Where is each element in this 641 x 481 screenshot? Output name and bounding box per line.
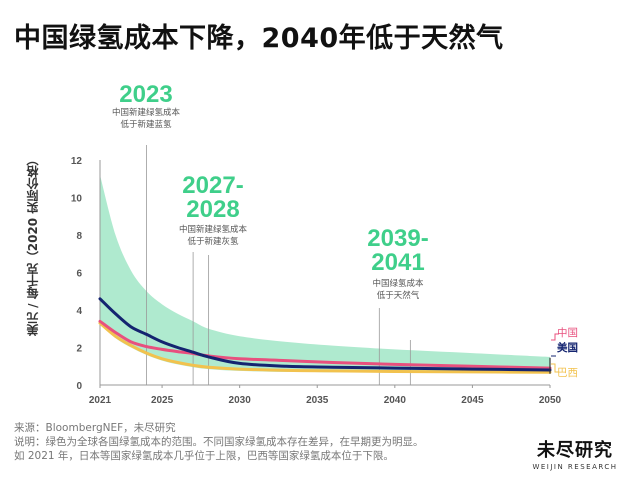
explanation-note: 说明：绿色为全球各国绿氢成本的范围。不同国家绿氢成本存在差异，在早期更为明显。 — [14, 436, 424, 448]
china-bracket — [551, 333, 559, 341]
annotation-text: 中国绿氢成本 — [372, 278, 424, 289]
y-tick-label: 0 — [76, 381, 82, 392]
annotation-text: 中国新建绿氢成本 — [112, 107, 181, 118]
footer: 来源：BloombergNEF，未尽研究 说明：绿色为全球各国绿氢成本的范围。不… — [14, 421, 424, 463]
annotation-year-label: 2028 — [186, 196, 239, 223]
x-tick-label: 2030 — [229, 395, 252, 406]
x-tick-label: 2025 — [151, 395, 174, 406]
explanation-note-2: 如 2021 年，日本等国家绿氢成本几乎位于上限，巴西等国家绿氢成本位于下限。 — [14, 450, 394, 462]
brazil-bracket — [551, 363, 559, 373]
logo: 未尽研究 WEIJIN RESEARCH — [520, 436, 630, 471]
y-tick-label: 10 — [71, 194, 83, 205]
series-label-0: 中国 — [557, 326, 578, 339]
y-tick-label: 2 — [76, 344, 82, 355]
x-tick-label: 2040 — [384, 395, 407, 406]
series-line-1 — [98, 297, 552, 372]
y-tick-label: 6 — [76, 269, 82, 280]
annotation-year-label: 2039- — [367, 225, 428, 252]
annotation-text: 低于天然气 — [377, 290, 420, 301]
x-tick-label: 2021 — [89, 395, 112, 406]
logo-sub: WEIJIN RESEARCH — [532, 463, 618, 471]
x-tick-label: 2045 — [461, 395, 484, 406]
y-tick-label: 4 — [76, 306, 82, 317]
logo-main: 未尽研究 — [537, 440, 613, 461]
series-line-2 — [98, 321, 552, 374]
chart-title: 中国绿氢成本下降，2040年低于天然气 — [14, 23, 504, 54]
annotation-year-label: 2027- — [182, 172, 243, 199]
y-tick-label: 8 — [76, 231, 82, 242]
source-note: 来源：BloombergNEF，未尽研究 — [14, 422, 176, 434]
annotation-year-label: 2041 — [371, 249, 424, 276]
annotation-year-label: 2023 — [119, 81, 172, 108]
series-label-1: 美国 — [557, 341, 578, 354]
annotation-text: 低于新建蓝氢 — [120, 119, 172, 130]
x-tick-label: 2035 — [306, 395, 329, 406]
annotation-text: 中国新建绿氢成本 — [179, 224, 248, 235]
annotation-text: 低于新建灰氢 — [187, 236, 239, 247]
y-tick-label: 12 — [71, 156, 83, 167]
series-label-2: 巴西 — [557, 367, 578, 379]
x-tick-label: 2050 — [539, 395, 562, 406]
